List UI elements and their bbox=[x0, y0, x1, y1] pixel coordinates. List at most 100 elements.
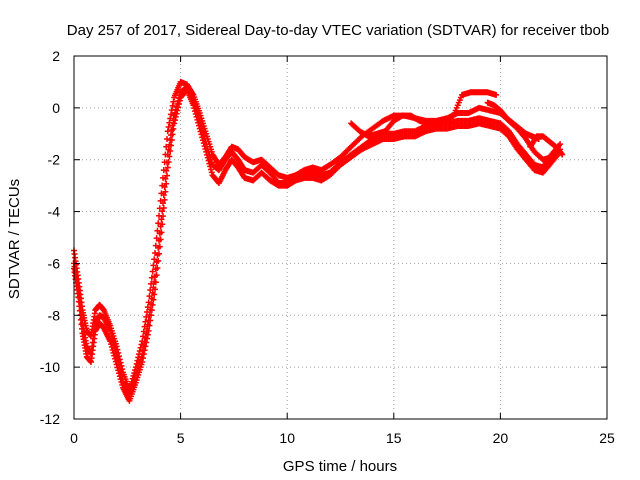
data-point bbox=[164, 164, 171, 171]
data-point bbox=[158, 216, 165, 223]
data-point bbox=[198, 131, 205, 138]
series-3 bbox=[348, 89, 500, 140]
data-point bbox=[111, 352, 118, 359]
data-point bbox=[558, 150, 565, 157]
data-point bbox=[109, 346, 116, 353]
data-point bbox=[167, 115, 174, 122]
data-point bbox=[163, 180, 170, 187]
x-axis-title: GPS time / hours bbox=[283, 458, 397, 475]
y-tick-label: 0 bbox=[52, 100, 60, 116]
data-point bbox=[107, 338, 114, 345]
x-tick-label: 20 bbox=[493, 430, 509, 446]
data-point bbox=[196, 125, 203, 132]
data-point bbox=[139, 358, 146, 365]
data-point bbox=[112, 358, 119, 365]
data-point bbox=[169, 131, 176, 138]
data-point bbox=[165, 158, 172, 165]
data-point bbox=[151, 256, 158, 263]
data-point bbox=[140, 351, 147, 358]
data-point bbox=[148, 280, 155, 287]
data-point bbox=[191, 108, 198, 115]
data-point bbox=[144, 304, 151, 311]
data-point bbox=[138, 341, 145, 348]
data-point bbox=[154, 264, 161, 271]
data-point bbox=[159, 221, 166, 228]
data-point bbox=[152, 286, 159, 293]
data-point bbox=[493, 91, 500, 98]
data-point bbox=[115, 367, 122, 374]
data-point bbox=[140, 333, 147, 340]
y-tick-label: -4 bbox=[48, 204, 61, 220]
data-point bbox=[110, 349, 117, 356]
y-tick-label: -8 bbox=[48, 307, 61, 323]
data-point bbox=[157, 236, 164, 243]
data-point bbox=[201, 143, 208, 150]
data-point bbox=[199, 137, 206, 144]
data-point bbox=[163, 143, 170, 150]
data-point bbox=[154, 227, 161, 234]
series-5 bbox=[527, 133, 566, 158]
data-point bbox=[207, 163, 214, 170]
data-point bbox=[152, 242, 159, 249]
data-point bbox=[192, 111, 199, 118]
data-point bbox=[113, 361, 120, 368]
y-tick-label: -6 bbox=[48, 255, 61, 271]
series-2 bbox=[71, 86, 564, 404]
data-point bbox=[161, 196, 168, 203]
data-point bbox=[156, 250, 163, 257]
data-point bbox=[118, 362, 125, 369]
data-point bbox=[171, 120, 178, 127]
data-point bbox=[172, 113, 179, 120]
data-point bbox=[134, 357, 141, 364]
data-point bbox=[139, 338, 146, 345]
data-point bbox=[114, 364, 121, 371]
data-point bbox=[150, 262, 157, 269]
y-tick-label: -2 bbox=[48, 152, 61, 168]
data-point bbox=[166, 153, 173, 160]
data-points bbox=[71, 78, 566, 404]
data-point bbox=[143, 313, 150, 320]
data-point bbox=[205, 157, 212, 164]
data-point bbox=[162, 188, 169, 195]
data-point bbox=[152, 279, 159, 286]
data-point bbox=[116, 370, 123, 377]
data-point bbox=[142, 343, 149, 350]
chart-title: Day 257 of 2017, Sidereal Day-to-day VTE… bbox=[67, 22, 609, 39]
data-point bbox=[174, 107, 181, 114]
data-point bbox=[202, 146, 209, 153]
data-point bbox=[172, 117, 179, 124]
data-point bbox=[155, 257, 162, 264]
data-point bbox=[168, 142, 175, 149]
data-point bbox=[149, 301, 156, 308]
data-point bbox=[158, 190, 165, 197]
data-point bbox=[207, 166, 214, 173]
data-point bbox=[153, 272, 160, 279]
data-point bbox=[146, 322, 153, 329]
data-point bbox=[128, 378, 135, 385]
x-tick-label: 5 bbox=[177, 430, 185, 446]
data-point bbox=[197, 128, 204, 135]
data-point bbox=[200, 140, 207, 147]
data-point bbox=[175, 104, 182, 111]
data-point bbox=[208, 169, 215, 176]
y-tick-label: 2 bbox=[52, 48, 60, 64]
data-point bbox=[148, 312, 155, 319]
data-point bbox=[165, 123, 172, 130]
data-point bbox=[148, 307, 155, 314]
data-point bbox=[119, 381, 126, 388]
data-point bbox=[117, 376, 124, 383]
data-point bbox=[144, 309, 151, 316]
data-point bbox=[118, 379, 125, 386]
data-point bbox=[195, 119, 202, 126]
data-point bbox=[108, 341, 115, 348]
x-tick-label: 15 bbox=[386, 430, 402, 446]
data-point bbox=[173, 110, 180, 117]
data-point bbox=[195, 122, 202, 129]
data-point bbox=[190, 102, 197, 109]
data-point bbox=[130, 372, 137, 379]
data-point bbox=[191, 105, 198, 112]
y-tick-label: -12 bbox=[40, 411, 60, 427]
data-point bbox=[112, 355, 119, 362]
data-point bbox=[559, 151, 566, 158]
